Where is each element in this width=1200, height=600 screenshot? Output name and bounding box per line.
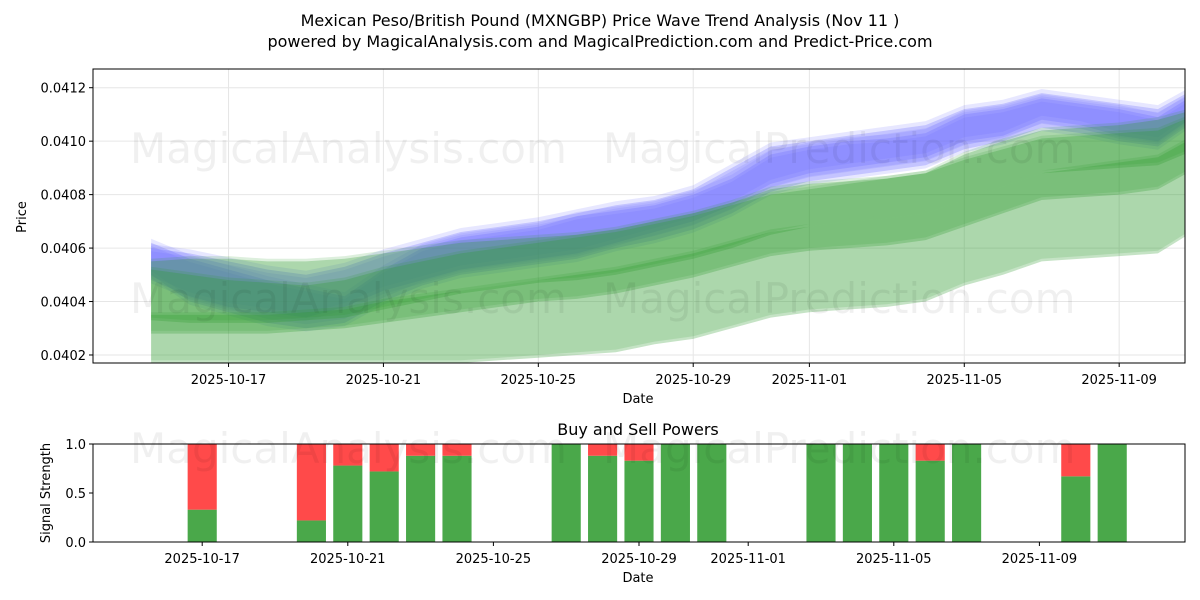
y-tick-label: 0.0412 (41, 82, 87, 97)
watermark-text: MagicalAnalysis.com (130, 124, 567, 173)
blue-wave-1-band (151, 89, 1185, 314)
sell-bar (406, 444, 436, 456)
blue-wave-2-band (151, 94, 1185, 325)
price-wave-bands (151, 89, 1185, 363)
green-wave-1-band (151, 116, 1185, 321)
buy-bar (660, 444, 690, 542)
price-y-axis: 0.0402 0.0404 0.0406 0.0408 0.0410 0.0412 (41, 82, 93, 364)
buy-bar (842, 444, 872, 542)
chart-subtitle: powered by MagicalAnalysis.com and Magic… (267, 32, 932, 51)
signal-panel: Buy and Sell Powers MagicalAnalysis.com … (39, 420, 1186, 586)
buy-bar (806, 444, 836, 542)
buy-bar (187, 509, 217, 542)
signal-bars (187, 444, 1127, 542)
signal-x-axis-label: Date (622, 571, 653, 586)
x-tick-label: 2025-11-01 (710, 552, 786, 567)
x-tick-label: 2025-11-01 (772, 373, 848, 388)
sell-bar (624, 444, 654, 461)
watermark-text: MagicalPrediction.com (603, 274, 1076, 323)
blue-wave-2-band (151, 101, 1185, 332)
signal-x-axis: 2025-10-17 2025-10-21 2025-10-25 2025-10-29… (164, 542, 1077, 567)
y-tick-label: 0.0 (65, 536, 86, 551)
green-wave-3-band (151, 109, 1185, 361)
y-tick-label: 0.0404 (41, 296, 87, 311)
y-tick-label: 0.0408 (41, 189, 87, 204)
y-tick-label: 1.0 (65, 438, 86, 453)
buy-bar (551, 444, 581, 542)
buy-bar (697, 444, 727, 542)
watermark-text: MagicalAnalysis.com (130, 424, 567, 473)
buy-bar (406, 455, 436, 542)
sell-bar (915, 444, 945, 461)
sell-bar (588, 444, 618, 456)
x-tick-label: 2025-11-09 (1002, 552, 1078, 567)
x-tick-label: 2025-10-21 (346, 373, 422, 388)
price-y-axis-label: Price (15, 201, 30, 233)
buy-bar (1061, 476, 1091, 542)
x-tick-label: 2025-11-05 (926, 373, 1002, 388)
buy-bar (442, 455, 472, 542)
x-tick-label: 2025-10-29 (601, 552, 677, 567)
buy-bar (879, 444, 909, 542)
x-tick-label: 2025-11-05 (856, 552, 932, 567)
green-wave-3-band (151, 112, 1185, 363)
x-tick-label: 2025-11-09 (1081, 373, 1157, 388)
x-tick-label: 2025-10-29 (655, 373, 731, 388)
watermark-text: MagicalAnalysis.com (130, 274, 567, 323)
sell-bar (187, 444, 217, 510)
price-x-axis: 2025-10-17 2025-10-21 2025-10-25 2025-10-29… (191, 363, 1157, 388)
blue-wave-1-band (151, 93, 1185, 318)
x-tick-label: 2025-10-21 (310, 552, 386, 567)
blue-wave-1-band (151, 96, 1185, 321)
price-plot-frame (92, 68, 1186, 364)
blue-wave-2-band (151, 98, 1185, 329)
buy-bar (624, 460, 654, 542)
chart-title: Mexican Peso/British Pound (MXNGBP) Pric… (301, 11, 900, 30)
sell-bar (442, 444, 472, 456)
buy-bar (333, 465, 363, 542)
signal-y-axis: 0.0 0.5 1.0 (65, 438, 93, 551)
buy-bar (1097, 444, 1127, 542)
x-tick-label: 2025-10-25 (501, 373, 577, 388)
sell-bar (333, 444, 363, 466)
buy-bar (369, 471, 399, 542)
price-panel: MagicalAnalysis.com MagicalPrediction.co… (15, 68, 1186, 407)
x-tick-label: 2025-10-17 (191, 373, 267, 388)
buy-bar (296, 520, 326, 542)
green-wave-1-band (151, 119, 1185, 323)
sell-bar (296, 444, 326, 521)
x-tick-label: 2025-10-25 (456, 552, 532, 567)
sell-bar (369, 444, 399, 472)
buy-bar (952, 444, 982, 542)
signal-y-axis-label: Signal Strength (39, 443, 54, 543)
sell-bar (1061, 444, 1091, 477)
y-tick-label: 0.5 (65, 487, 86, 502)
watermark-text: MagicalPrediction.com (603, 124, 1076, 173)
price-grid (93, 69, 1185, 363)
buy-bar (588, 455, 618, 542)
price-x-axis-label: Date (622, 392, 653, 407)
y-tick-label: 0.0406 (41, 242, 87, 257)
x-tick-label: 2025-10-17 (164, 552, 240, 567)
y-tick-label: 0.0402 (41, 349, 87, 364)
signal-chart-title: Buy and Sell Powers (557, 420, 719, 439)
buy-bar (915, 460, 945, 542)
y-tick-label: 0.0410 (41, 135, 87, 150)
watermark-text: MagicalPrediction.com (603, 424, 1076, 473)
